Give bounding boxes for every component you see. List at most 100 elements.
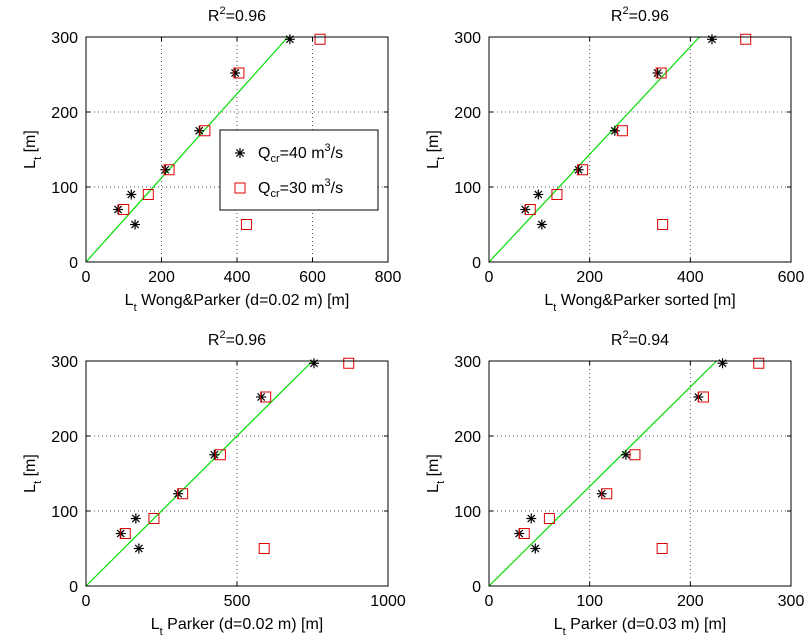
x-axis-label: Lt Parker (d=0.03 m) [m]: [554, 616, 726, 638]
point-square: [551, 189, 563, 200]
point-star: [230, 68, 241, 78]
point-star: [209, 449, 220, 460]
point-square: [118, 204, 130, 215]
fit-line: [488, 360, 717, 587]
point-star: [194, 125, 205, 136]
point-square: [199, 125, 211, 137]
y-tick-label: 200: [51, 105, 78, 122]
axes-frame: [85, 360, 389, 587]
chart-title: R2=0.96: [208, 329, 266, 349]
x-tick-label: 200: [677, 593, 704, 610]
x-tick-label: 0: [82, 269, 91, 286]
y-axis-label: Lt [m]: [22, 454, 44, 493]
point-square: [214, 449, 226, 461]
point-square: [740, 33, 752, 45]
point-square: [524, 204, 536, 215]
point-star: [533, 189, 544, 200]
y-tick-label: 0: [69, 255, 78, 272]
y-tick-label: 0: [472, 579, 481, 596]
x-tick-label: 300: [778, 593, 805, 610]
legend-box: [219, 129, 379, 211]
point-square: [343, 357, 355, 369]
point-square: [577, 164, 589, 176]
plot-area: [489, 361, 791, 586]
point-star: [126, 189, 137, 200]
chart-3: 0 500 1000 0 100 200 300 R2=0.96 Lt Parker (d=0.…: [22, 329, 406, 638]
point-square: [518, 528, 530, 539]
point-square: [258, 543, 270, 554]
point-star: [309, 358, 320, 369]
point-star: [284, 34, 295, 45]
point-star: [620, 449, 631, 460]
point-square: [233, 67, 245, 79]
point-star: [609, 125, 620, 136]
x-tick-label: 200: [148, 269, 175, 286]
point-star: [113, 204, 124, 215]
point-square: [314, 33, 326, 45]
legend: Qcr=40 m3/s Qcr=30 m3/s: [219, 129, 379, 211]
chart-4: 0 100 200 300 0 100 200 300 R2=0.94 Lt Parker (d=…: [425, 329, 804, 638]
point-square: [616, 125, 628, 137]
y-tick-label: 200: [454, 105, 481, 122]
x-axis-label: Lt Parker (d=0.02 m) [m]: [151, 616, 323, 638]
point-square: [656, 543, 668, 554]
y-tick-label: 200: [454, 429, 481, 446]
x-tick-label: 0: [82, 593, 91, 610]
y-axis-label: Lt [m]: [425, 454, 447, 493]
point-square: [260, 391, 272, 403]
legend-label-0: Qcr=40 m3/s: [258, 142, 343, 165]
point-square: [697, 391, 709, 403]
y-tick-label: 100: [51, 180, 78, 197]
x-tick-label: 200: [576, 269, 603, 286]
point-square: [148, 513, 160, 524]
x-tick-label: 600: [778, 269, 805, 286]
y-tick-label: 300: [454, 30, 481, 47]
fit-line: [85, 360, 313, 587]
y-axis-label: Lt [m]: [425, 130, 447, 169]
axes-frame: [488, 360, 792, 587]
legend-label-1: Qcr=30 m3/s: [258, 177, 343, 200]
point-star: [536, 219, 547, 230]
axes-frame: [488, 36, 792, 263]
point-star: [160, 164, 171, 175]
x-tick-label: 100: [576, 593, 603, 610]
x-tick-label: 0: [485, 593, 494, 610]
fit-line: [85, 36, 289, 263]
x-tick-label: 1000: [370, 593, 406, 610]
y-tick-label: 100: [454, 180, 481, 197]
y-axis-label: Lt [m]: [22, 130, 44, 169]
point-square: [543, 513, 555, 524]
x-axis-label: Lt Wong&Parker (d=0.02 m) [m]: [125, 292, 350, 314]
plot-area: [489, 37, 791, 262]
legend-marker-1: [234, 182, 246, 194]
chart-title: R2=0.96: [208, 5, 266, 25]
point-star: [133, 543, 144, 554]
x-tick-label: 500: [224, 593, 251, 610]
x-axis-label: Lt Wong&Parker sorted [m]: [544, 292, 735, 314]
x-tick-label: 600: [299, 269, 326, 286]
x-tick-label: 800: [375, 269, 402, 286]
x-tick-label: 0: [485, 269, 494, 286]
legend-marker-0: [235, 148, 245, 158]
y-tick-label: 100: [51, 504, 78, 521]
y-tick-label: 300: [454, 354, 481, 371]
chart-title: R2=0.96: [611, 5, 669, 25]
point-square: [629, 449, 641, 461]
point-star: [573, 164, 584, 175]
y-tick-label: 100: [454, 504, 481, 521]
point-star: [130, 219, 141, 230]
axes-frame: [85, 36, 389, 263]
fit-line: [488, 36, 700, 263]
chart-2: 0 200 400 600 0 100 200 300 R2=0.96 Lt Wong&Parke…: [425, 5, 804, 314]
point-star: [652, 68, 663, 78]
y-tick-label: 0: [472, 255, 481, 272]
y-tick-label: 200: [51, 429, 78, 446]
x-tick-label: 400: [677, 269, 704, 286]
point-square: [753, 357, 765, 369]
point-star: [706, 34, 717, 45]
y-tick-label: 300: [51, 354, 78, 371]
x-tick-label: 400: [224, 269, 251, 286]
chart-title: R2=0.94: [611, 329, 669, 349]
point-square: [657, 219, 669, 230]
